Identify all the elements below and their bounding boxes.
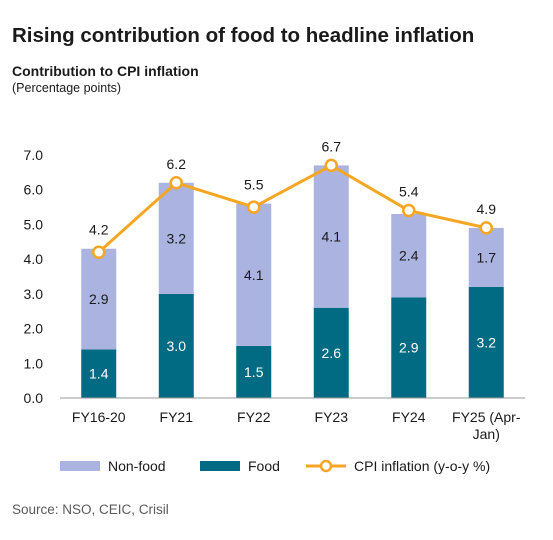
legend-label-non-food: Non-food — [108, 458, 166, 474]
non-food-bar — [81, 248, 117, 350]
y-axis: 0.0 1.0 2.0 3.0 4.0 5.0 6.0 7.0 — [24, 147, 44, 406]
non-food-value-label: 4.1 — [244, 267, 264, 283]
y-tick-label: 4.0 — [24, 251, 44, 267]
x-axis: FY16-20 FY21 FY22 FY23 FY24 FY25 (Apr-Jan) — [60, 397, 525, 442]
food-bar — [391, 297, 427, 398]
non-food-value-label: 2.9 — [89, 291, 109, 307]
non-food-bar — [158, 182, 194, 294]
non-food-value-label: 1.7 — [477, 249, 497, 265]
food-value-label: 2.9 — [399, 340, 419, 356]
cpi-value-label: 6.2 — [167, 156, 187, 172]
y-tick-label: 7.0 — [24, 147, 44, 163]
cpi-point — [479, 221, 493, 235]
y-tick-label: 1.0 — [24, 355, 44, 371]
food-bar — [158, 293, 194, 398]
legend-label-food: Food — [248, 458, 280, 474]
cpi-value-label: 5.4 — [399, 184, 419, 200]
source-note: Source: NSO, CEIC, Crisil — [12, 502, 169, 517]
chart-title: Rising contribution of food to headline … — [12, 24, 475, 47]
legend-label-cpi: CPI inflation (y-o-y %) — [354, 458, 490, 474]
y-tick-label: 6.0 — [24, 182, 44, 198]
x-tick-label: FY16-20 — [72, 409, 126, 425]
cpi-value-label: 5.5 — [244, 177, 264, 193]
non-food-value-label: 2.4 — [399, 248, 419, 264]
legend-swatch-cpi-marker — [319, 459, 333, 473]
cpi-line — [97, 163, 487, 254]
non-food-value-label: 3.2 — [167, 230, 187, 246]
food-value-label: 1.5 — [244, 364, 264, 380]
y-tick-label: 5.0 — [24, 216, 44, 232]
x-tick-label: FY24 — [392, 409, 426, 425]
cpi-value-label: 4.9 — [477, 201, 497, 217]
y-tick-label: 2.0 — [24, 321, 44, 337]
food-value-label: 2.6 — [322, 345, 342, 361]
food-bar — [81, 349, 117, 398]
non-food-bar — [391, 214, 427, 298]
food-value-label: 3.0 — [167, 338, 187, 354]
cpi-point — [247, 200, 261, 214]
legend-swatch-non-food — [60, 461, 100, 471]
non-food-bar — [468, 227, 504, 287]
chart-subtitle: Contribution to CPI inflation — [12, 63, 199, 79]
cpi-value-label: 4.2 — [89, 222, 109, 238]
food-value-label: 3.2 — [477, 334, 497, 350]
non-food-bar — [313, 165, 349, 308]
food-bar — [313, 307, 349, 398]
legend: Non-food Food CPI inflation (y-o-y %) — [60, 458, 490, 474]
food-bar — [236, 345, 272, 398]
bars: 1.4 2.9 3.0 3.2 1.5 4.1 2.6 4.1 2.9 2.4 3.2 1.7 — [81, 165, 504, 398]
non-food-value-label: 4.1 — [322, 229, 342, 245]
non-food-bar — [236, 203, 272, 346]
cpi-point — [402, 203, 416, 218]
x-tick-label: FY25 (Apr-Jan) — [452, 409, 521, 442]
x-tick-label: FY21 — [160, 409, 194, 425]
cpi-point — [169, 176, 183, 190]
y-tick-label: 3.0 — [24, 286, 44, 302]
food-value-label: 1.4 — [89, 366, 109, 382]
food-bar — [468, 286, 504, 398]
cpi-value-label: 6.7 — [322, 138, 342, 154]
x-tick-label: FY23 — [315, 409, 349, 425]
legend-swatch-food — [200, 461, 240, 471]
cpi-point — [92, 245, 106, 259]
cpi-point — [324, 158, 338, 173]
x-tick-label: FY22 — [237, 409, 271, 425]
cpi-line-layer: 4.2 6.2 5.5 6.7 5.4 4.9 — [89, 138, 497, 259]
y-tick-label: 0.0 — [24, 390, 44, 406]
unit-label: (Percentage points) — [12, 81, 122, 95]
cpi-contribution-chart: 0.0 1.0 2.0 3.0 4.0 5.0 6.0 7.0 1.4 2.9 3.0 3.2 1.5… — [24, 138, 525, 474]
